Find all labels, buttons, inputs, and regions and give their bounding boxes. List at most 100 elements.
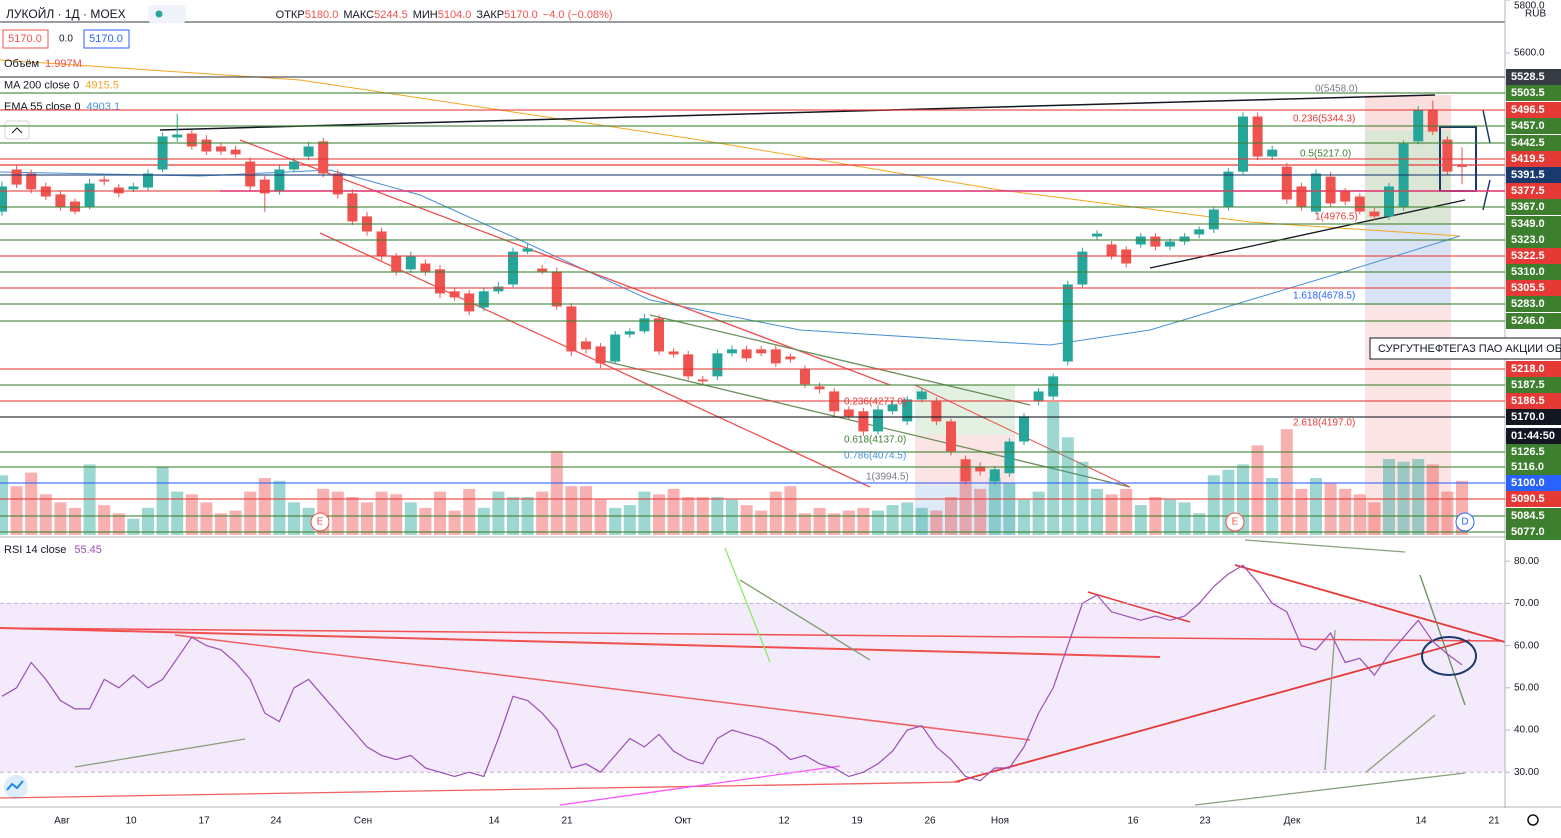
volume-bar xyxy=(726,499,738,535)
x-tick-label: 16 xyxy=(1127,816,1139,827)
ohlc-value: 5180.0 xyxy=(305,9,339,21)
candle-body xyxy=(1077,251,1088,285)
candle-body xyxy=(1384,186,1394,217)
buy-button[interactable] xyxy=(83,29,130,49)
volume-bar xyxy=(1178,502,1191,535)
volume-bar xyxy=(580,486,592,535)
rsi-title: RSI 14 close xyxy=(4,544,66,556)
candle-body xyxy=(274,169,285,192)
price-label-bg xyxy=(1506,167,1561,183)
price-label-bg xyxy=(1506,135,1561,151)
volume-bar xyxy=(112,513,125,535)
candle-body xyxy=(1427,109,1438,132)
candle-body xyxy=(566,306,577,352)
sell-price: 5170.0 xyxy=(8,33,42,45)
candle-body xyxy=(916,391,927,400)
tooltip: СУРГУТНЕФТЕГАЗ ПАО АКЦИИ ОБ xyxy=(1378,343,1561,355)
price-label: 5187.5 xyxy=(1511,379,1545,391)
event-marker[interactable] xyxy=(1455,512,1475,532)
candle-body xyxy=(946,421,956,452)
candle-body xyxy=(508,251,518,285)
volume-bar xyxy=(1091,488,1103,535)
collapse-button[interactable] xyxy=(4,120,30,140)
volume-bar xyxy=(1003,483,1016,535)
volume-bar xyxy=(901,502,914,535)
price-label: 01:44:50 xyxy=(1511,430,1555,442)
volume-bar xyxy=(375,491,388,535)
volume-bar xyxy=(69,507,81,535)
rsi-tick-label: 30.00 xyxy=(1514,767,1539,778)
candle-body xyxy=(186,133,197,147)
volume-bar xyxy=(142,507,154,535)
candle-body xyxy=(391,256,402,272)
candle-body xyxy=(172,134,183,138)
volume-bar xyxy=(974,488,987,535)
candle-body xyxy=(522,248,533,252)
event-label: E xyxy=(1232,517,1239,528)
candle-body xyxy=(332,173,343,195)
fib-label: 0.236(5344.3) xyxy=(1293,114,1355,125)
candle-body xyxy=(216,146,226,152)
price-label-bg xyxy=(1506,475,1561,491)
x-tick-label: 24 xyxy=(270,816,282,827)
candle-body xyxy=(245,161,256,187)
ohlc-label: МИН xyxy=(413,9,438,21)
volume-bar xyxy=(842,510,855,535)
volume-bar xyxy=(1426,464,1439,535)
volume-bar xyxy=(769,491,782,535)
price-label: 5528.5 xyxy=(1511,71,1545,83)
volume-bar xyxy=(215,513,227,535)
fib-label: 2.618(4197.0) xyxy=(1293,418,1355,429)
price-label-bg xyxy=(1506,491,1561,507)
candle-body xyxy=(0,186,7,212)
price-label: 5322.5 xyxy=(1511,250,1545,262)
settings-icon[interactable] xyxy=(1527,814,1539,826)
fib-label: 0(5458.0) xyxy=(1315,84,1358,95)
status-dot xyxy=(155,10,163,18)
rsi-tick-label: 40.00 xyxy=(1514,725,1539,736)
candle-body xyxy=(668,351,679,355)
volume-bar xyxy=(594,499,607,535)
candle-body xyxy=(1281,166,1292,200)
volume-bar xyxy=(361,502,373,535)
volume-bar xyxy=(331,491,344,535)
indicator-value: 4915.5 xyxy=(85,79,119,91)
x-tick-label: Авг xyxy=(54,816,70,827)
price-label: 5077.0 xyxy=(1511,526,1545,538)
candle-body xyxy=(1340,191,1351,202)
rsi-line xyxy=(1,564,1463,782)
price-label-bg xyxy=(1506,377,1561,393)
price-label: 5367.0 xyxy=(1511,201,1545,213)
volume-bar xyxy=(39,494,52,535)
status-icon[interactable] xyxy=(148,5,186,23)
rsi-value: 55.45 xyxy=(74,544,102,556)
candle-body xyxy=(887,404,898,412)
spread: 0.0 xyxy=(59,34,73,45)
tooltip-box xyxy=(1369,337,1561,360)
volume-bar xyxy=(448,510,461,535)
candle-body xyxy=(230,149,241,155)
candle-body xyxy=(727,349,737,354)
sell-button[interactable] xyxy=(2,29,49,49)
volume-bar xyxy=(492,491,505,535)
fib-label: 1(4976.5) xyxy=(1315,212,1358,223)
price-label-bg xyxy=(1506,199,1561,215)
volume-bar xyxy=(1134,505,1147,535)
volume-bar xyxy=(1061,437,1074,535)
candle-body xyxy=(1311,173,1321,212)
indicator-value: 1.997M xyxy=(45,58,82,70)
x-tick-label: 23 xyxy=(1199,816,1211,827)
volume-bar xyxy=(10,486,23,535)
price-label-bg xyxy=(1506,151,1561,167)
indicator-name: MA 200 close 0 xyxy=(4,79,79,91)
price-label-bg xyxy=(1506,296,1561,312)
event-marker[interactable] xyxy=(1225,512,1245,532)
volume-bar xyxy=(83,464,96,535)
candle-body xyxy=(1457,164,1467,167)
event-marker[interactable] xyxy=(310,512,330,532)
volume-bar xyxy=(1397,461,1410,535)
volume-bar xyxy=(302,507,315,535)
volume-bar xyxy=(25,472,38,535)
price-label-bg xyxy=(1506,102,1561,118)
volume-bar xyxy=(244,491,257,535)
